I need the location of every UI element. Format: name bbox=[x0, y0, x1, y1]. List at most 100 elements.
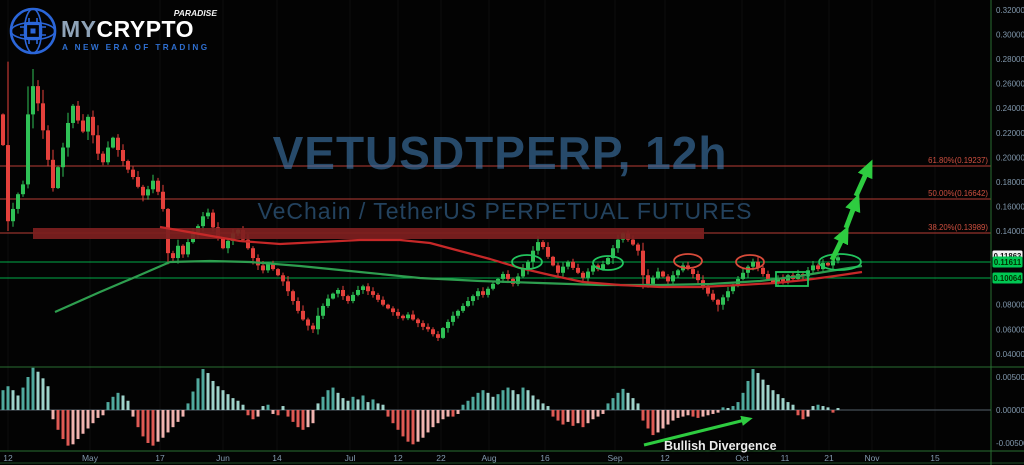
bullish-projection-arrow[interactable] bbox=[853, 159, 873, 198]
candle bbox=[96, 135, 100, 154]
candle bbox=[371, 291, 375, 295]
candle bbox=[146, 189, 150, 196]
resistance-zone-band[interactable] bbox=[33, 228, 704, 239]
histogram-bar bbox=[696, 410, 700, 418]
histogram-bar bbox=[596, 410, 600, 417]
indicator-tick-label: 0.00500 bbox=[996, 373, 1024, 382]
histogram-bar bbox=[431, 410, 435, 428]
histogram-bar bbox=[426, 410, 430, 433]
histogram-bar bbox=[191, 391, 195, 410]
histogram-bar bbox=[61, 410, 65, 440]
annotation-ellipse[interactable] bbox=[511, 254, 543, 270]
histogram-bar bbox=[366, 402, 370, 410]
histogram-bar bbox=[421, 410, 425, 438]
bullish-projection-arrow[interactable] bbox=[829, 225, 849, 262]
histogram-bar bbox=[256, 410, 260, 417]
candle bbox=[276, 269, 280, 276]
histogram-bar bbox=[361, 395, 365, 410]
histogram-bar bbox=[681, 410, 685, 417]
support-price-tag-bg bbox=[992, 272, 1023, 284]
histogram-bar bbox=[281, 406, 285, 410]
annotation-ellipse[interactable] bbox=[735, 254, 765, 270]
histogram-bar bbox=[51, 410, 55, 420]
histogram-bar bbox=[11, 390, 15, 410]
indicator-tick-label: 0.00000 bbox=[996, 406, 1024, 415]
candle bbox=[676, 270, 680, 276]
logo-crypto-text: CRYPTO bbox=[97, 16, 195, 42]
time-tick-label: Jul bbox=[345, 453, 356, 463]
histogram-bar bbox=[486, 392, 490, 410]
candle bbox=[131, 169, 135, 178]
candle bbox=[286, 281, 290, 292]
candle bbox=[406, 314, 410, 319]
histogram-bar bbox=[781, 398, 785, 410]
histogram-bar bbox=[801, 410, 805, 420]
candle bbox=[401, 315, 405, 319]
histogram-bar bbox=[721, 407, 725, 410]
histogram-bar bbox=[321, 396, 325, 410]
candle bbox=[421, 323, 425, 327]
time-tick-label: 15 bbox=[930, 453, 940, 463]
price-tick-label: 0.32000 bbox=[996, 6, 1024, 15]
price-axis[interactable] bbox=[992, 0, 1024, 465]
candle bbox=[811, 265, 815, 271]
candle bbox=[116, 137, 120, 150]
candle bbox=[206, 212, 210, 217]
time-tick-label: Oct bbox=[735, 453, 749, 463]
candle bbox=[266, 264, 270, 271]
time-tick-label: 17 bbox=[155, 453, 165, 463]
bullish-divergence-arrow[interactable] bbox=[643, 415, 753, 447]
candle bbox=[541, 242, 545, 248]
histogram-bar bbox=[146, 410, 150, 443]
annotation-ellipse[interactable] bbox=[592, 255, 624, 271]
candle bbox=[21, 184, 25, 195]
histogram-bar bbox=[221, 390, 225, 410]
logo-my-text: MY bbox=[61, 16, 97, 42]
bullish-divergence-label: Bullish Divergence bbox=[664, 439, 777, 453]
histogram-bar bbox=[271, 410, 275, 414]
candle bbox=[551, 256, 555, 266]
ma-green-line bbox=[54, 259, 863, 314]
histogram-bar bbox=[796, 410, 800, 416]
histogram-bar bbox=[521, 387, 525, 410]
candle bbox=[641, 250, 645, 276]
candle bbox=[466, 301, 470, 306]
candle bbox=[91, 116, 95, 136]
candle bbox=[646, 275, 650, 284]
histogram-bar bbox=[391, 410, 395, 424]
time-axis[interactable] bbox=[0, 452, 991, 465]
candle bbox=[261, 265, 265, 271]
candle bbox=[151, 180, 155, 190]
histogram-bar bbox=[176, 410, 180, 422]
histogram-bar bbox=[746, 380, 750, 410]
histogram-bar bbox=[666, 410, 670, 425]
histogram-bar bbox=[156, 410, 160, 442]
histogram-bar bbox=[226, 394, 230, 410]
candle bbox=[601, 264, 605, 270]
histogram-bar bbox=[826, 407, 830, 410]
candle bbox=[766, 274, 770, 279]
histogram-bar bbox=[1, 390, 5, 410]
histogram-bar bbox=[531, 395, 535, 410]
candle bbox=[696, 274, 700, 281]
histogram-bar bbox=[541, 403, 545, 410]
histogram-bar bbox=[671, 410, 675, 421]
annotation-ellipse[interactable] bbox=[818, 253, 862, 271]
candle bbox=[246, 239, 250, 249]
consolidation-box[interactable] bbox=[775, 271, 809, 287]
histogram-bar bbox=[786, 402, 790, 410]
candle bbox=[781, 277, 785, 282]
annotation-ellipse[interactable] bbox=[673, 253, 703, 269]
histogram-bar bbox=[581, 410, 585, 428]
candle bbox=[651, 277, 655, 284]
time-tick-label: 16 bbox=[540, 453, 550, 463]
histogram-bar bbox=[491, 396, 495, 410]
candle bbox=[306, 319, 310, 326]
svg-text:MYCRYPTO: MYCRYPTO bbox=[61, 16, 194, 42]
candle bbox=[111, 137, 115, 148]
bullish-projection-arrow[interactable] bbox=[843, 193, 861, 229]
histogram-bar bbox=[136, 410, 140, 428]
